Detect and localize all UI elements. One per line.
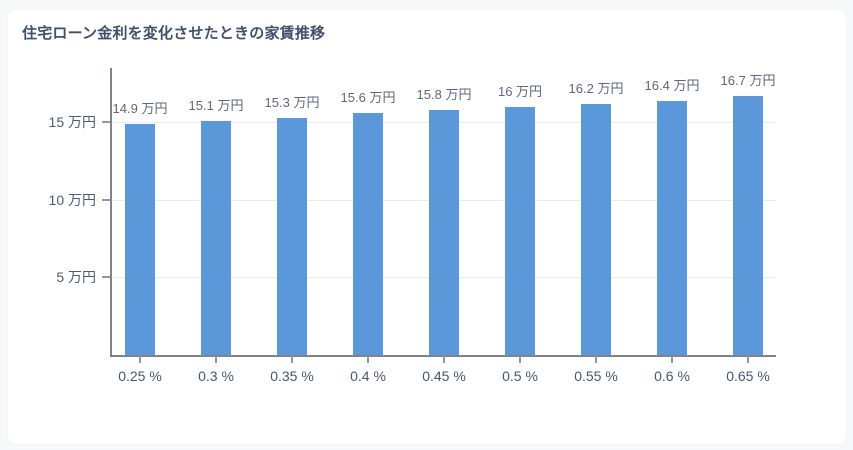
x-axis-tick [671, 356, 673, 363]
bar-value-label: 15.6 万円 [340, 90, 396, 105]
x-axis-tick-label: 0.4 % [350, 368, 386, 384]
chart-plot: 5 万円 10 万円 15 万円 14.9 万円 0.25 % 15.1 万円 0.3 % 1… [49, 68, 776, 384]
x-axis-tick-label: 0.55 % [574, 368, 618, 384]
x-axis-tick [519, 356, 521, 363]
y-axis-tick [102, 121, 110, 124]
bar-value-label: 14.9 万円 [112, 100, 168, 116]
x-axis-tick [443, 356, 445, 363]
x-axis-tick-label: 0.6 % [654, 368, 690, 384]
bar-value-label: 15.3 万円 [264, 94, 320, 110]
bar [733, 95, 763, 355]
x-axis-tick-label: 0.45 % [422, 368, 466, 384]
x-axis-tick [595, 356, 597, 363]
bar [353, 113, 383, 355]
bar-value-label: 16 万円 [497, 83, 543, 99]
x-axis-tick [367, 356, 369, 363]
chart-title: 住宅ローン金利を変化させたときの家賃推移 [22, 25, 326, 42]
bar-value-label: 15.8 万円 [416, 86, 472, 102]
chart-card: 住宅ローン金利を変化させたときの家賃推移 5 万円 10 万円 15 万円 14.9 … [8, 10, 846, 444]
bar-value-label: 16.4 万円 [644, 77, 700, 93]
y-axis-tick-label: 15 万円 [48, 114, 96, 131]
bar-value-label: 16.2 万円 [568, 80, 624, 96]
y-axis-tick [102, 276, 110, 279]
x-axis-tick [747, 356, 749, 363]
bar-value-label: 15.1 万円 [188, 97, 244, 113]
x-axis-tick [215, 356, 217, 363]
bar [277, 117, 307, 355]
bar [657, 100, 687, 355]
x-axis-tick-label: 0.5 % [502, 368, 538, 384]
x-axis-tick-label: 0.35 % [270, 368, 314, 384]
y-axis-line [110, 68, 112, 355]
x-axis-tick [291, 356, 293, 363]
x-axis-tick-label: 0.3 % [198, 368, 234, 384]
bar [125, 123, 155, 355]
bar [505, 106, 535, 355]
bar-value-label: 16.7 万円 [720, 72, 776, 88]
x-axis-tick-label: 0.25 % [118, 368, 162, 384]
bar [581, 103, 611, 355]
bar [201, 120, 231, 355]
y-axis-tick-label: 5 万円 [56, 269, 96, 286]
x-axis-tick-label: 0.65 % [726, 368, 770, 384]
x-axis-tick [139, 356, 141, 363]
bar [429, 109, 459, 355]
y-axis-tick [102, 198, 110, 201]
y-axis-tick-label: 10 万円 [48, 191, 96, 208]
